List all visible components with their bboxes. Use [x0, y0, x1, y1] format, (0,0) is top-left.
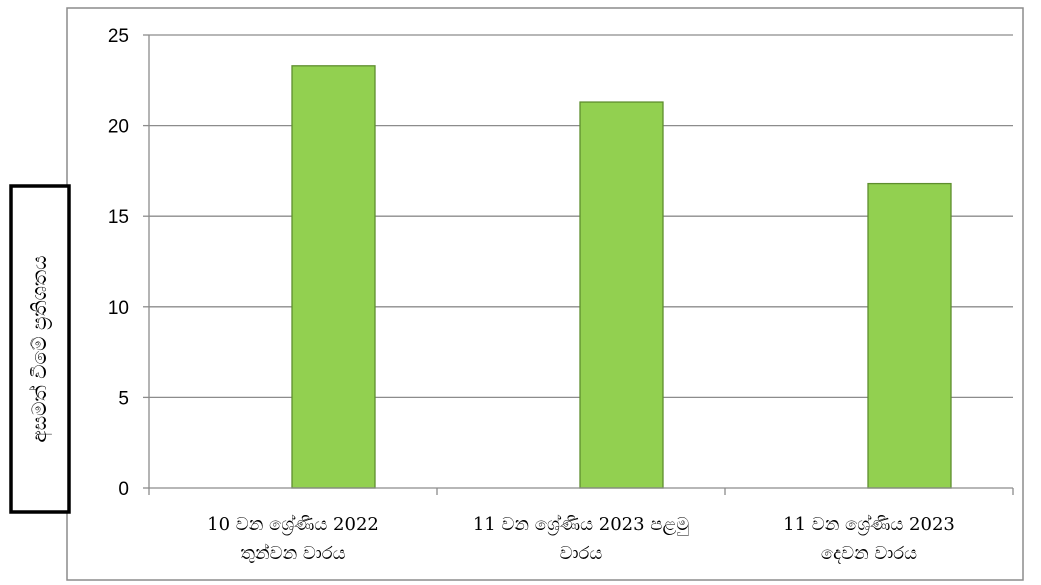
y-axis-label-box	[9, 184, 71, 514]
x-tick-labels: 10 වන ශ්‍රේණිය 2022 තුන්වන වාරය 11 වන ශ්‍ර…	[207, 514, 955, 564]
y-tick-label: 10	[108, 298, 129, 319]
y-tick-label: 20	[108, 117, 129, 138]
chart-border	[66, 7, 1024, 581]
x-tick-label: 10 වන ශ්‍රේණිය 2022 තුන්වන වාරය	[207, 514, 379, 564]
x-tick-label: 11 වන ශ්‍රේණිය 2023 දෙවන වාරය	[783, 514, 955, 564]
y-axis-label: අසමත් වීමේ ප්‍රතිශතය	[27, 255, 53, 442]
y-tick-label: 15	[108, 207, 129, 228]
bars	[291, 65, 952, 489]
y-tick-label: 5	[118, 388, 129, 409]
bar	[291, 65, 376, 489]
x-tick-label: 11 වන ශ්‍රේණිය 2023 පළමු වාරය	[473, 514, 689, 564]
bar	[579, 101, 664, 489]
y-tick-label: 25	[108, 26, 129, 47]
bar	[867, 182, 952, 489]
y-axis-label-group: අසමත් වීමේ ප්‍රතිශතය	[9, 184, 71, 514]
y-tick-label: 0	[118, 479, 129, 500]
y-tick-labels: 0 5 10 15 20 25	[108, 26, 129, 500]
axes	[148, 35, 1014, 495]
